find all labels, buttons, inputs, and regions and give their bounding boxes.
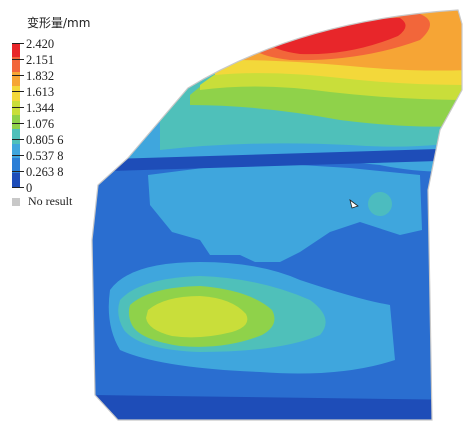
legend-tick-mark (12, 59, 24, 61)
legend-title: 变形量/mm (27, 16, 91, 30)
legend-tick-label: 2.151 (26, 52, 55, 67)
legend-tick-label: 0.537 8 (26, 148, 64, 163)
legend-tick-mark (12, 107, 24, 109)
legend-tick-mark (12, 75, 24, 77)
legend-color-segment (12, 43, 20, 58)
legend-tick: 0.537 8 (12, 149, 64, 162)
legend-tick-mark (12, 155, 24, 157)
legend-tick-label: 0 (26, 180, 33, 195)
legend-tick-label: 0.805 6 (26, 132, 64, 147)
legend-tick-label: 1.076 (26, 116, 55, 131)
legend-tick-mark (12, 171, 24, 173)
legend-tick: 1.076 (12, 117, 54, 130)
no-result-label: No result (28, 194, 73, 208)
legend-tick: 0 (12, 181, 32, 194)
legend-tick-mark (12, 187, 24, 189)
legend-tick: 1.344 (12, 101, 54, 114)
legend-tick-label: 0.263 8 (26, 164, 64, 179)
legend-tick-label: 2.420 (26, 36, 55, 51)
legend-tick-mark (12, 139, 24, 141)
legend-tick-label: 1.344 (26, 100, 55, 115)
legend-color-segment (12, 158, 20, 174)
legend-tick-mark (12, 43, 24, 45)
legend-tick: 2.420 (12, 37, 54, 50)
legend-tick-label: 1.613 (26, 84, 55, 99)
no-result-swatch (12, 198, 20, 207)
legend-tick: 0.263 8 (12, 165, 64, 178)
legend-color-segment (12, 129, 20, 145)
legend-tick: 1.613 (12, 85, 54, 98)
legend-tick: 0.805 6 (12, 133, 64, 146)
legend-tick: 2.151 (12, 53, 54, 66)
legend-color-segment (12, 71, 20, 87)
legend-tick-mark (12, 91, 24, 93)
legend-tick-label: 1.832 (26, 68, 55, 83)
legend-color-segment (12, 86, 20, 102)
legend-color-segment (12, 57, 20, 73)
legend-color-segment (12, 172, 20, 188)
no-result-entry: No result (12, 195, 72, 208)
legend-tick: 1.832 (12, 69, 54, 82)
legend-color-segment (12, 115, 20, 130)
legend-color-segment (12, 143, 20, 159)
legend-tick-mark (12, 123, 24, 125)
